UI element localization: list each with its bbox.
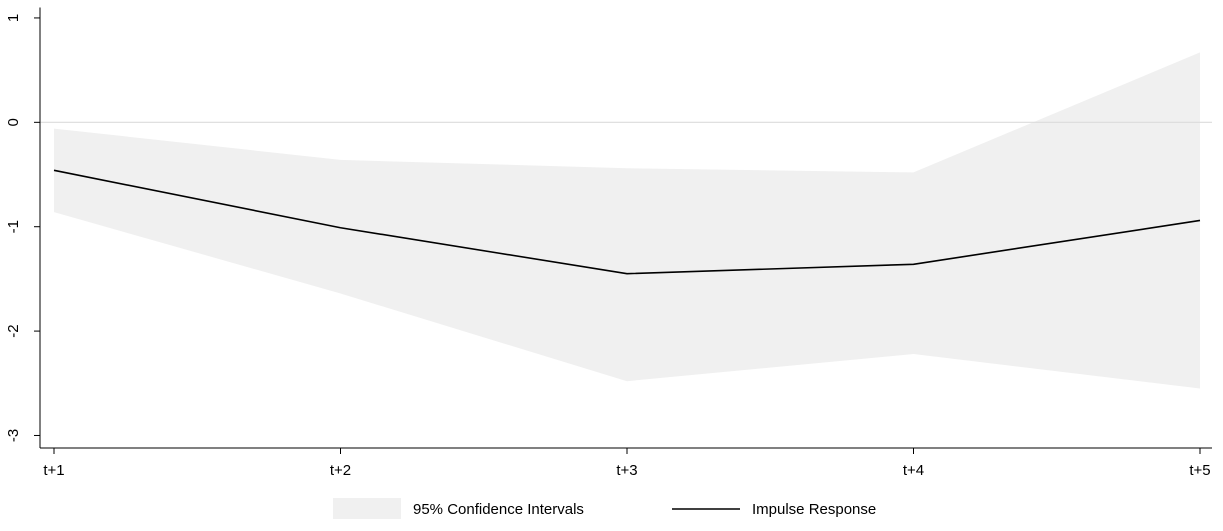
y-tick-label: -3 [5, 429, 22, 442]
x-tick-label: t+1 [43, 462, 64, 479]
x-tick-label: t+2 [330, 462, 351, 479]
y-tick-label: -1 [5, 220, 22, 233]
x-tick-label: t+4 [903, 462, 924, 479]
legend-label: Impulse Response [752, 501, 876, 518]
legend-label: 95% Confidence Intervals [413, 501, 584, 518]
series-line [53, 169, 1201, 275]
y-tick-label: 1 [5, 14, 22, 22]
y-tick-label: -2 [5, 324, 22, 337]
x-tick-label: t+5 [1189, 462, 1210, 479]
x-tick-label: t+3 [616, 462, 637, 479]
y-tick-label: 0 [5, 118, 22, 126]
confidence-band [54, 52, 1200, 389]
legend-swatch [333, 498, 401, 519]
